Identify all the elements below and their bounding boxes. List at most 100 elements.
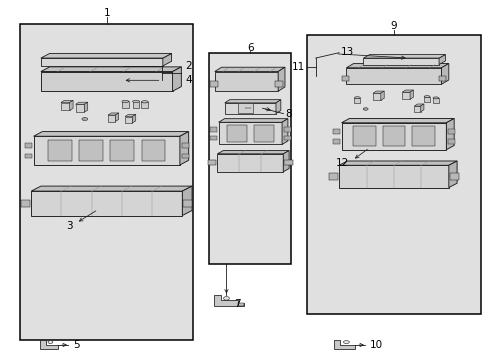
Polygon shape [75,104,84,112]
Polygon shape [25,143,32,148]
Polygon shape [218,119,287,122]
Polygon shape [402,92,409,99]
Polygon shape [275,100,280,114]
Polygon shape [341,123,446,150]
Polygon shape [209,136,216,140]
Bar [432,98,438,103]
Ellipse shape [132,100,139,103]
Polygon shape [447,129,454,134]
Polygon shape [31,191,182,216]
Polygon shape [283,150,288,172]
Polygon shape [447,139,454,144]
Polygon shape [363,54,445,58]
Bar [20,24,193,339]
Polygon shape [284,136,290,140]
Polygon shape [341,76,348,81]
Polygon shape [346,63,448,68]
Polygon shape [110,140,134,162]
Polygon shape [61,100,73,103]
Polygon shape [115,113,119,122]
Polygon shape [217,154,283,172]
Ellipse shape [81,117,87,121]
Polygon shape [226,125,246,142]
Polygon shape [108,113,119,115]
Polygon shape [75,102,87,104]
Polygon shape [411,126,434,147]
Polygon shape [284,160,292,166]
Polygon shape [420,104,423,112]
Polygon shape [372,91,384,93]
Polygon shape [333,339,354,348]
Polygon shape [438,54,445,64]
Polygon shape [172,67,181,91]
Polygon shape [163,53,171,66]
Polygon shape [238,103,252,113]
Ellipse shape [354,97,360,99]
Polygon shape [182,143,188,148]
Polygon shape [253,125,273,142]
Polygon shape [182,186,192,216]
Polygon shape [449,173,458,180]
Polygon shape [278,67,285,91]
Polygon shape [441,63,448,84]
Bar [209,53,291,264]
Text: 9: 9 [390,21,396,31]
Ellipse shape [423,96,429,98]
Polygon shape [237,303,243,306]
Polygon shape [372,93,380,100]
Polygon shape [446,118,453,150]
Polygon shape [125,117,132,123]
Polygon shape [332,139,339,144]
Polygon shape [34,136,180,165]
Polygon shape [217,150,288,154]
Polygon shape [132,114,136,123]
Polygon shape [41,67,181,72]
Polygon shape [214,72,278,91]
Polygon shape [438,76,445,81]
Polygon shape [61,103,70,111]
Polygon shape [209,81,217,87]
Polygon shape [141,140,165,162]
Ellipse shape [141,101,148,103]
Text: 5: 5 [73,340,80,350]
Polygon shape [214,67,285,72]
Polygon shape [409,90,413,99]
Polygon shape [224,103,275,114]
Polygon shape [363,58,438,64]
Polygon shape [25,154,32,158]
Polygon shape [346,68,441,84]
Polygon shape [79,140,103,162]
Polygon shape [329,173,337,180]
Polygon shape [209,127,216,131]
Bar [306,35,480,315]
Ellipse shape [363,108,367,110]
Text: 8: 8 [285,109,291,120]
Polygon shape [380,91,384,100]
Polygon shape [34,132,188,136]
Polygon shape [448,161,456,188]
Text: 6: 6 [246,43,253,53]
Text: 2: 2 [184,61,191,71]
Bar [354,98,360,103]
Polygon shape [41,53,171,58]
Text: 13: 13 [340,46,354,57]
Polygon shape [214,295,243,306]
Polygon shape [40,339,58,348]
Polygon shape [180,132,188,165]
Text: 3: 3 [66,221,73,231]
Ellipse shape [122,100,128,103]
Bar [122,102,128,108]
Polygon shape [413,106,420,112]
Ellipse shape [48,341,53,343]
Polygon shape [382,126,405,147]
Polygon shape [275,81,283,87]
Polygon shape [182,154,188,158]
Polygon shape [341,118,453,123]
Polygon shape [207,160,216,166]
Polygon shape [284,127,290,131]
Polygon shape [218,122,282,144]
Bar [132,102,139,108]
Bar [423,96,429,102]
Bar [141,102,148,108]
Polygon shape [224,100,280,103]
